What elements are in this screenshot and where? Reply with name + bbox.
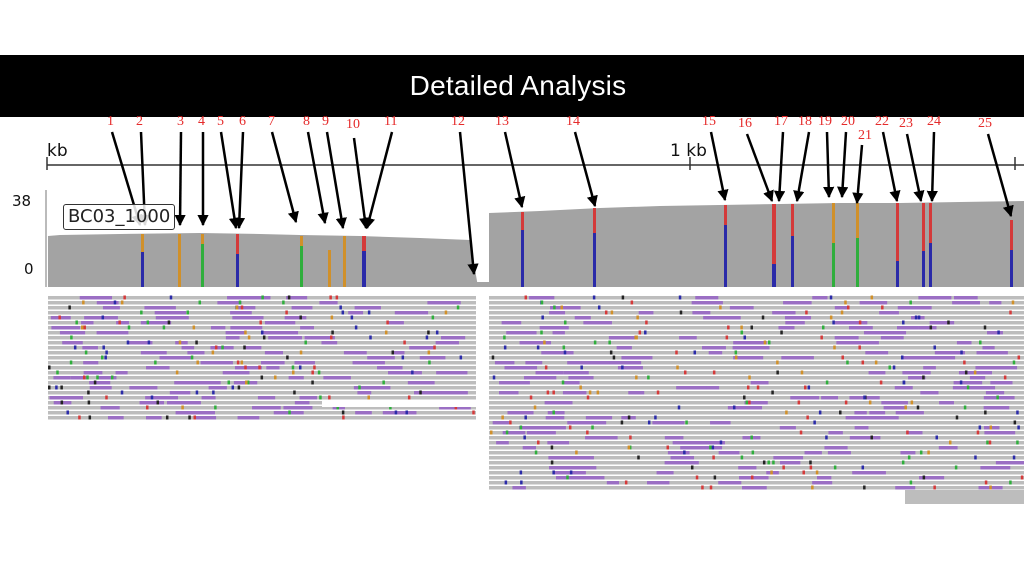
variant-label: 3 xyxy=(177,114,184,129)
variant-label: 24 xyxy=(927,114,941,129)
slide-title: Detailed Analysis xyxy=(409,70,627,101)
slide-title-bar: Detailed Analysis xyxy=(0,55,1024,117)
variant-label: 22 xyxy=(875,114,889,129)
variant-label: 1 xyxy=(107,114,114,129)
ruler-mid-label: 1 kb xyxy=(670,141,707,161)
variant-label: 11 xyxy=(384,114,398,129)
variant-label: 23 xyxy=(899,116,913,131)
variant-label: 16 xyxy=(738,116,752,131)
variant-label: 13 xyxy=(495,114,509,129)
variant-label: 17 xyxy=(774,114,788,129)
variant-label: 18 xyxy=(798,114,812,129)
variant-label: 12 xyxy=(451,114,465,129)
coverage-max-label: 38 xyxy=(12,192,32,210)
variant-label: 21 xyxy=(858,128,872,143)
variant-label: 10 xyxy=(346,117,360,132)
read-alignments xyxy=(48,295,1024,504)
track-name-label: BC03_1000 xyxy=(63,204,176,230)
variant-label: 25 xyxy=(978,116,992,131)
variant-label: 6 xyxy=(239,114,246,129)
variant-arrows xyxy=(110,131,1014,276)
variant-label: 7 xyxy=(268,114,275,129)
kb-ruler xyxy=(46,157,1024,170)
variant-label: 19 xyxy=(818,114,832,129)
variant-label: 2 xyxy=(136,114,143,129)
variant-label: 8 xyxy=(303,114,310,129)
variant-label: 5 xyxy=(217,114,224,129)
ruler-start-label: kb xyxy=(47,141,68,161)
variant-label: 20 xyxy=(841,114,855,129)
variant-label: 15 xyxy=(702,114,716,129)
variant-bars xyxy=(141,203,1013,287)
coverage-min-label: 0 xyxy=(24,260,34,278)
variant-label: 9 xyxy=(322,114,329,129)
variant-label: 4 xyxy=(198,114,205,129)
coverage-track xyxy=(48,201,1024,287)
variant-label: 14 xyxy=(566,114,580,129)
